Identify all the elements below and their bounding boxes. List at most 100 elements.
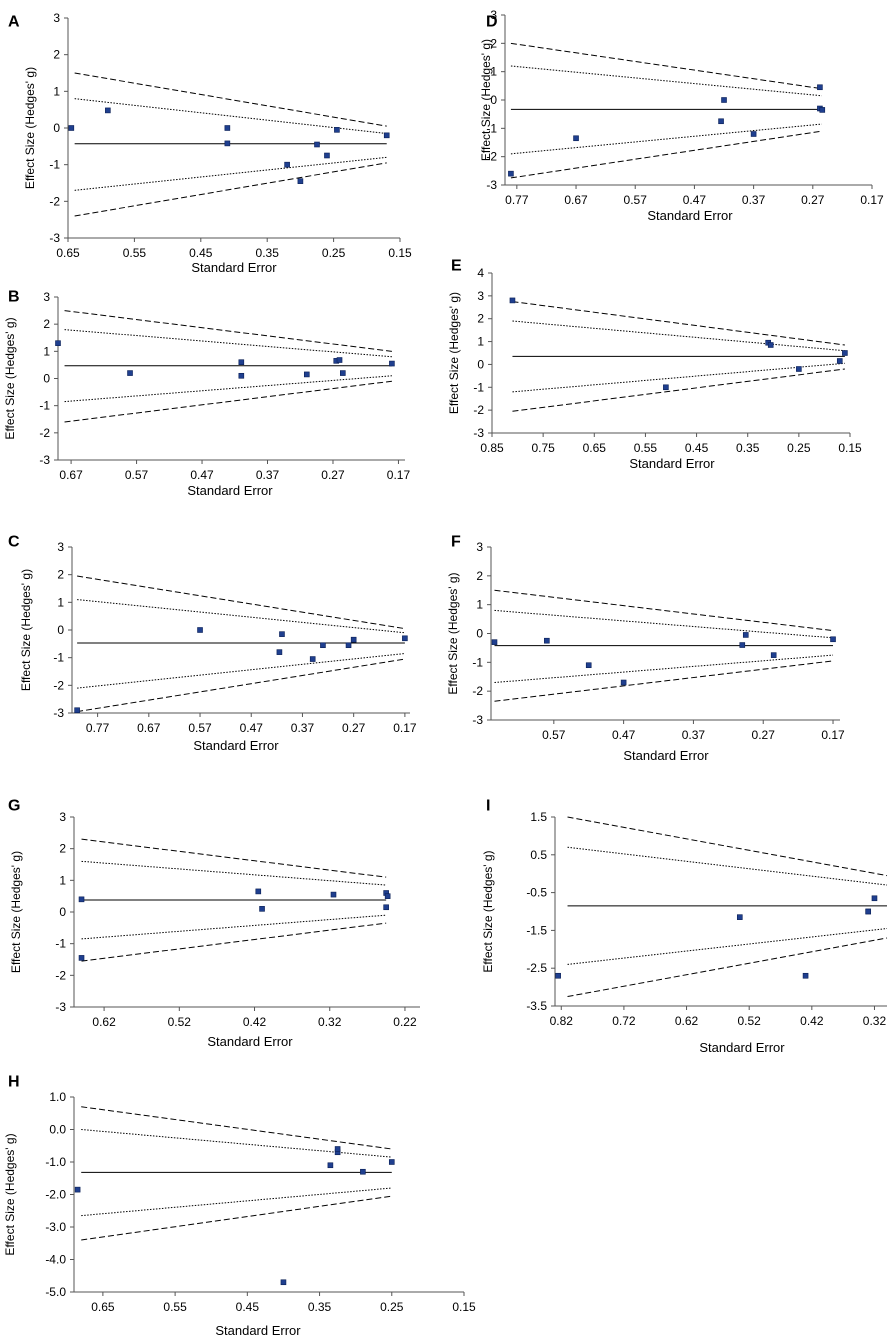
ci95-lower-line <box>512 362 845 393</box>
x-tick-label: 0.45 <box>189 246 213 260</box>
study-point <box>739 642 746 648</box>
x-tick-label: 0.57 <box>624 193 648 207</box>
y-axis-title: Effect Size (Hedges' g) <box>481 850 495 972</box>
x-tick-label: 0.27 <box>801 193 825 207</box>
x-tick-label: 0.17 <box>393 721 417 735</box>
study-point <box>508 170 514 177</box>
study-point <box>620 679 627 686</box>
study-point <box>334 1146 341 1152</box>
study-point <box>303 371 310 378</box>
y-tick-label: 1 <box>476 598 483 612</box>
x-axis-title: Standard Error <box>699 1040 785 1055</box>
x-tick-label: 0.65 <box>56 246 80 260</box>
study-point <box>663 384 669 391</box>
panel-B: B -3 -2 -1 0 1 2 3 0.67 0.57 0.47 0.37 0.27 0.17 Stand… <box>3 288 410 498</box>
study-point <box>573 135 579 142</box>
y-tick-label: -2 <box>49 194 60 208</box>
x-tick-label: 0.52 <box>168 1015 192 1029</box>
y-tick-label: 0 <box>59 905 66 919</box>
y-tick-label: 0 <box>43 372 50 386</box>
study-point <box>224 125 231 131</box>
study-point <box>388 1159 395 1165</box>
study-point <box>259 906 265 912</box>
y-tick-label: 2 <box>43 317 50 331</box>
x-tick-label: 0.22 <box>393 1015 417 1029</box>
study-point <box>127 370 133 376</box>
y-tick-label: 0 <box>57 623 64 637</box>
ci99-lower-line <box>512 368 845 412</box>
ci95-lower-line <box>494 654 834 684</box>
study-point <box>324 152 330 159</box>
study-point <box>721 97 727 103</box>
study-point <box>509 297 516 304</box>
y-tick-label: -3 <box>472 713 483 727</box>
ci95-lower-line <box>74 156 387 191</box>
x-axis-title: Standard Error <box>187 483 273 498</box>
study-point <box>78 955 85 961</box>
panel-label: I <box>486 797 490 814</box>
study-point <box>402 635 408 642</box>
study-point <box>320 642 326 649</box>
y-tick-label: -2 <box>472 684 483 698</box>
x-axis-title: Standard Error <box>191 260 277 275</box>
study-point <box>802 972 809 979</box>
y-tick-label: -3 <box>49 231 60 245</box>
study-point <box>871 895 878 902</box>
study-point <box>345 642 352 649</box>
panel-G: G -3 -2 -1 0 1 2 3 0.62 0.52 0.42 0.32 0.22 Standard … <box>8 797 420 1049</box>
x-tick-label: 0.65 <box>91 1300 115 1314</box>
y-tick-label: 0 <box>53 121 60 135</box>
x-axis-title: Standard Error <box>215 1323 301 1338</box>
study-point <box>842 350 848 356</box>
study-point <box>384 893 391 899</box>
x-tick-label: 0.72 <box>612 1014 636 1028</box>
ci99-lower-line <box>567 937 888 998</box>
x-axis-title: Standard Error <box>623 748 709 763</box>
y-tick-label: -2 <box>53 678 64 692</box>
study-point <box>68 125 75 131</box>
y-tick-label: -2 <box>486 150 497 164</box>
x-tick-label: 0.55 <box>634 441 658 455</box>
ci95-upper-line <box>510 65 822 97</box>
ci95-lower-line <box>81 914 387 940</box>
x-tick-label: 0.77 <box>505 193 529 207</box>
y-tick-label: -3 <box>486 178 497 192</box>
ci95-upper-line <box>512 320 845 352</box>
x-tick-label: 0.57 <box>188 721 212 735</box>
ci99-lower-line <box>74 162 387 217</box>
study-point <box>742 632 749 638</box>
study-point <box>718 118 724 125</box>
y-tick-label: 1.5 <box>530 810 547 824</box>
ci95-lower-line <box>77 653 405 689</box>
ci99-lower-line <box>510 130 822 179</box>
study-point <box>276 649 283 655</box>
y-tick-label: 3 <box>59 810 66 824</box>
y-tick-label: -3.5 <box>526 999 547 1013</box>
study-point <box>750 131 757 137</box>
study-point <box>197 627 203 633</box>
x-tick-label: 0.65 <box>583 441 607 455</box>
y-tick-label: -1 <box>39 399 50 413</box>
ci95-lower-line <box>64 375 392 403</box>
x-tick-label: 0.57 <box>125 468 149 482</box>
x-tick-label: 0.47 <box>240 721 264 735</box>
study-point <box>330 891 337 898</box>
ci99-lower-line <box>64 380 392 423</box>
x-tick-label: 0.77 <box>86 721 110 735</box>
panel-D: D -3 -2 -1 0 1 2 3 0.77 0.67 0.57 0.47 0.37 0.27 0.17 S… <box>479 8 884 223</box>
panel-label: F <box>451 533 461 550</box>
x-tick-label: 0.17 <box>387 468 411 482</box>
study-point <box>796 366 802 372</box>
y-tick-label: 1 <box>477 335 484 349</box>
panel-F: F -3 -2 -1 0 1 2 3 0.57 0.47 0.37 0.27 0.17 Standard … <box>446 533 845 763</box>
y-tick-label: -1 <box>55 937 66 951</box>
y-tick-label: -1 <box>472 655 483 669</box>
x-tick-label: 0.17 <box>821 728 845 742</box>
x-tick-label: 0.62 <box>675 1014 699 1028</box>
panel-E: E -3 -2 -1 0 1 2 3 4 0.85 0.75 0.65 0.55 0.45 0.35 0.25… <box>447 257 862 471</box>
y-axis-title: Effect Size (Hedges' g) <box>3 317 17 439</box>
panel-label: B <box>8 288 20 305</box>
ci99-upper-line <box>81 1106 392 1150</box>
y-tick-label: 3 <box>43 290 50 304</box>
